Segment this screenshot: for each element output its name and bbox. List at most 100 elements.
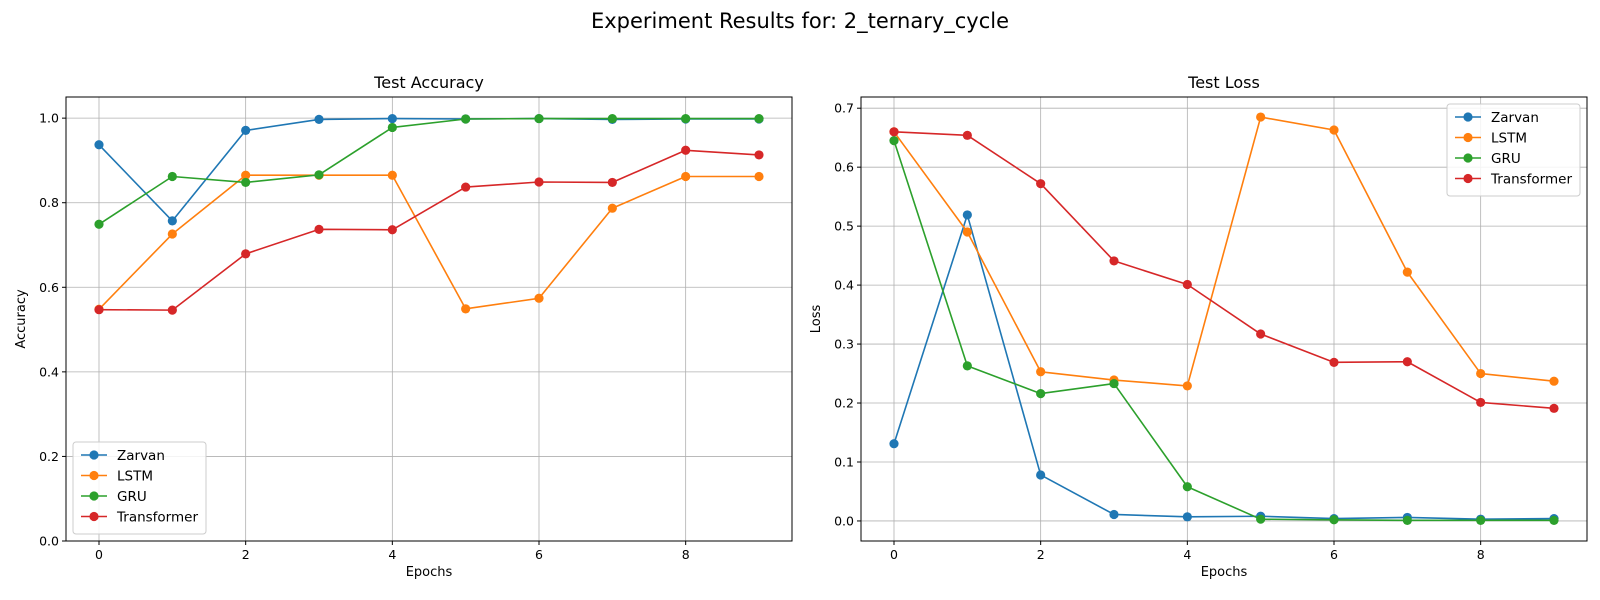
series-line-zarvan [893, 214, 1555, 520]
data-point-gru [241, 177, 251, 188]
data-point-zarvan [1182, 512, 1192, 522]
axes-frame [65, 96, 793, 542]
y-tick-label: 0.0 [39, 534, 59, 549]
x-tick-label: 0 [95, 547, 103, 562]
x-tick-label: 8 [1477, 547, 1485, 562]
series-line-gru [893, 140, 1554, 522]
y-tick-label: 0.5 [834, 219, 854, 234]
legend-swatch-marker [1463, 132, 1473, 143]
data-point-lstm [1256, 112, 1266, 122]
data-point-zarvan [1109, 509, 1119, 520]
y-tick-label: 0.2 [834, 396, 854, 411]
x-tick-label: 4 [388, 547, 396, 562]
panel-title: Test Accuracy [373, 73, 484, 92]
x-tick-label: 8 [682, 547, 690, 562]
data-point-transformer [1402, 357, 1412, 367]
data-point-transformer [681, 145, 691, 155]
data-point-gru [534, 113, 544, 124]
x-tick-label: 2 [1037, 547, 1045, 562]
data-point-gru [1402, 515, 1412, 525]
panel-1: 0 2 4 6 8 0.0 0.2 0.4 0.6 0.8 1.0 Test Accuracy Epoc… [14, 73, 793, 580]
data-point-transformer [167, 305, 177, 315]
data-point-gru [1549, 515, 1559, 525]
legend-label-transformer: Transformer [116, 510, 198, 526]
legend-box [1446, 103, 1581, 197]
legend-label-lstm: LSTM [1491, 131, 1527, 147]
data-point-lstm [607, 203, 617, 213]
legend-box [72, 441, 207, 535]
data-point-gru [607, 113, 617, 124]
figure-title: Experiment Results for: 2_ternary_cycle [591, 9, 1009, 34]
axes-frame [860, 96, 1588, 542]
data-point-zarvan [387, 113, 397, 124]
data-point-lstm [754, 171, 764, 182]
legend-label-zarvan: Zarvan [117, 448, 165, 464]
y-tick-label: 0.2 [39, 449, 59, 464]
data-point-zarvan [962, 210, 972, 220]
x-tick-label: 6 [535, 547, 543, 562]
data-point-lstm [1182, 381, 1192, 391]
data-point-zarvan [1036, 470, 1046, 480]
x-axis-label: Epochs [406, 565, 453, 580]
data-point-gru [167, 171, 177, 182]
data-point-transformer [1256, 329, 1266, 339]
y-tick-label: 0.7 [834, 101, 854, 116]
y-tick-label: 0.0 [834, 513, 854, 528]
data-point-lstm [167, 229, 177, 239]
data-point-gru [1109, 378, 1119, 389]
data-point-transformer [94, 305, 104, 315]
data-point-transformer [314, 224, 324, 234]
y-tick-label: 0.8 [39, 195, 59, 210]
data-point-transformer [1476, 397, 1486, 408]
y-axis-label: Accuracy [14, 289, 29, 349]
legend: Zarvan LSTM GRU Transformer [1446, 103, 1581, 197]
data-point-zarvan [94, 140, 104, 150]
legend-label-gru: GRU [1491, 151, 1521, 167]
data-point-gru [387, 122, 397, 133]
series-line-gru [98, 117, 759, 225]
data-point-transformer [754, 150, 764, 160]
data-point-zarvan [889, 439, 899, 449]
data-point-transformer [534, 177, 544, 187]
y-tick-label: 0.6 [39, 280, 59, 295]
data-point-transformer [962, 130, 972, 140]
y-axis-label: Loss [809, 305, 824, 334]
y-tick-label: 0.3 [834, 337, 854, 352]
y-tick-label: 0.6 [834, 160, 854, 175]
series-line-transformer [893, 130, 1555, 410]
data-point-transformer [241, 249, 251, 259]
legend-swatch-marker [1463, 112, 1473, 122]
legend-label-transformer: Transformer [1490, 172, 1572, 188]
data-point-lstm [387, 170, 397, 180]
legend-swatch-marker [89, 450, 99, 460]
data-point-gru [754, 113, 764, 124]
data-point-transformer [1109, 256, 1119, 266]
legend-swatch-marker [89, 470, 99, 481]
data-point-lstm [1036, 367, 1046, 377]
data-point-transformer [1036, 179, 1046, 189]
x-tick-label: 4 [1183, 547, 1191, 562]
data-point-transformer [1549, 403, 1559, 413]
x-tick-label: 0 [890, 547, 898, 562]
legend-label-lstm: LSTM [117, 469, 153, 485]
data-point-zarvan [241, 125, 251, 136]
data-point-gru [1182, 482, 1192, 492]
y-tick-label: 0.1 [834, 454, 854, 469]
y-tick-label: 0.4 [39, 364, 59, 379]
legend-swatch-marker [89, 491, 99, 501]
data-point-gru [962, 361, 972, 371]
data-point-lstm [681, 171, 691, 182]
data-point-gru [1036, 388, 1046, 399]
data-point-gru [681, 113, 691, 124]
series-line-transformer [98, 149, 760, 311]
data-point-transformer [387, 225, 397, 235]
y-tick-label: 0.4 [834, 278, 854, 293]
legend-label-zarvan: Zarvan [1491, 110, 1539, 126]
data-point-lstm [1329, 125, 1339, 135]
legend-swatch-marker [1463, 173, 1473, 184]
y-tick-label: 1.0 [39, 111, 59, 126]
series-line-lstm [893, 116, 1555, 387]
data-point-lstm [461, 304, 471, 314]
x-tick-label: 2 [242, 547, 250, 562]
data-point-transformer [1182, 279, 1192, 290]
